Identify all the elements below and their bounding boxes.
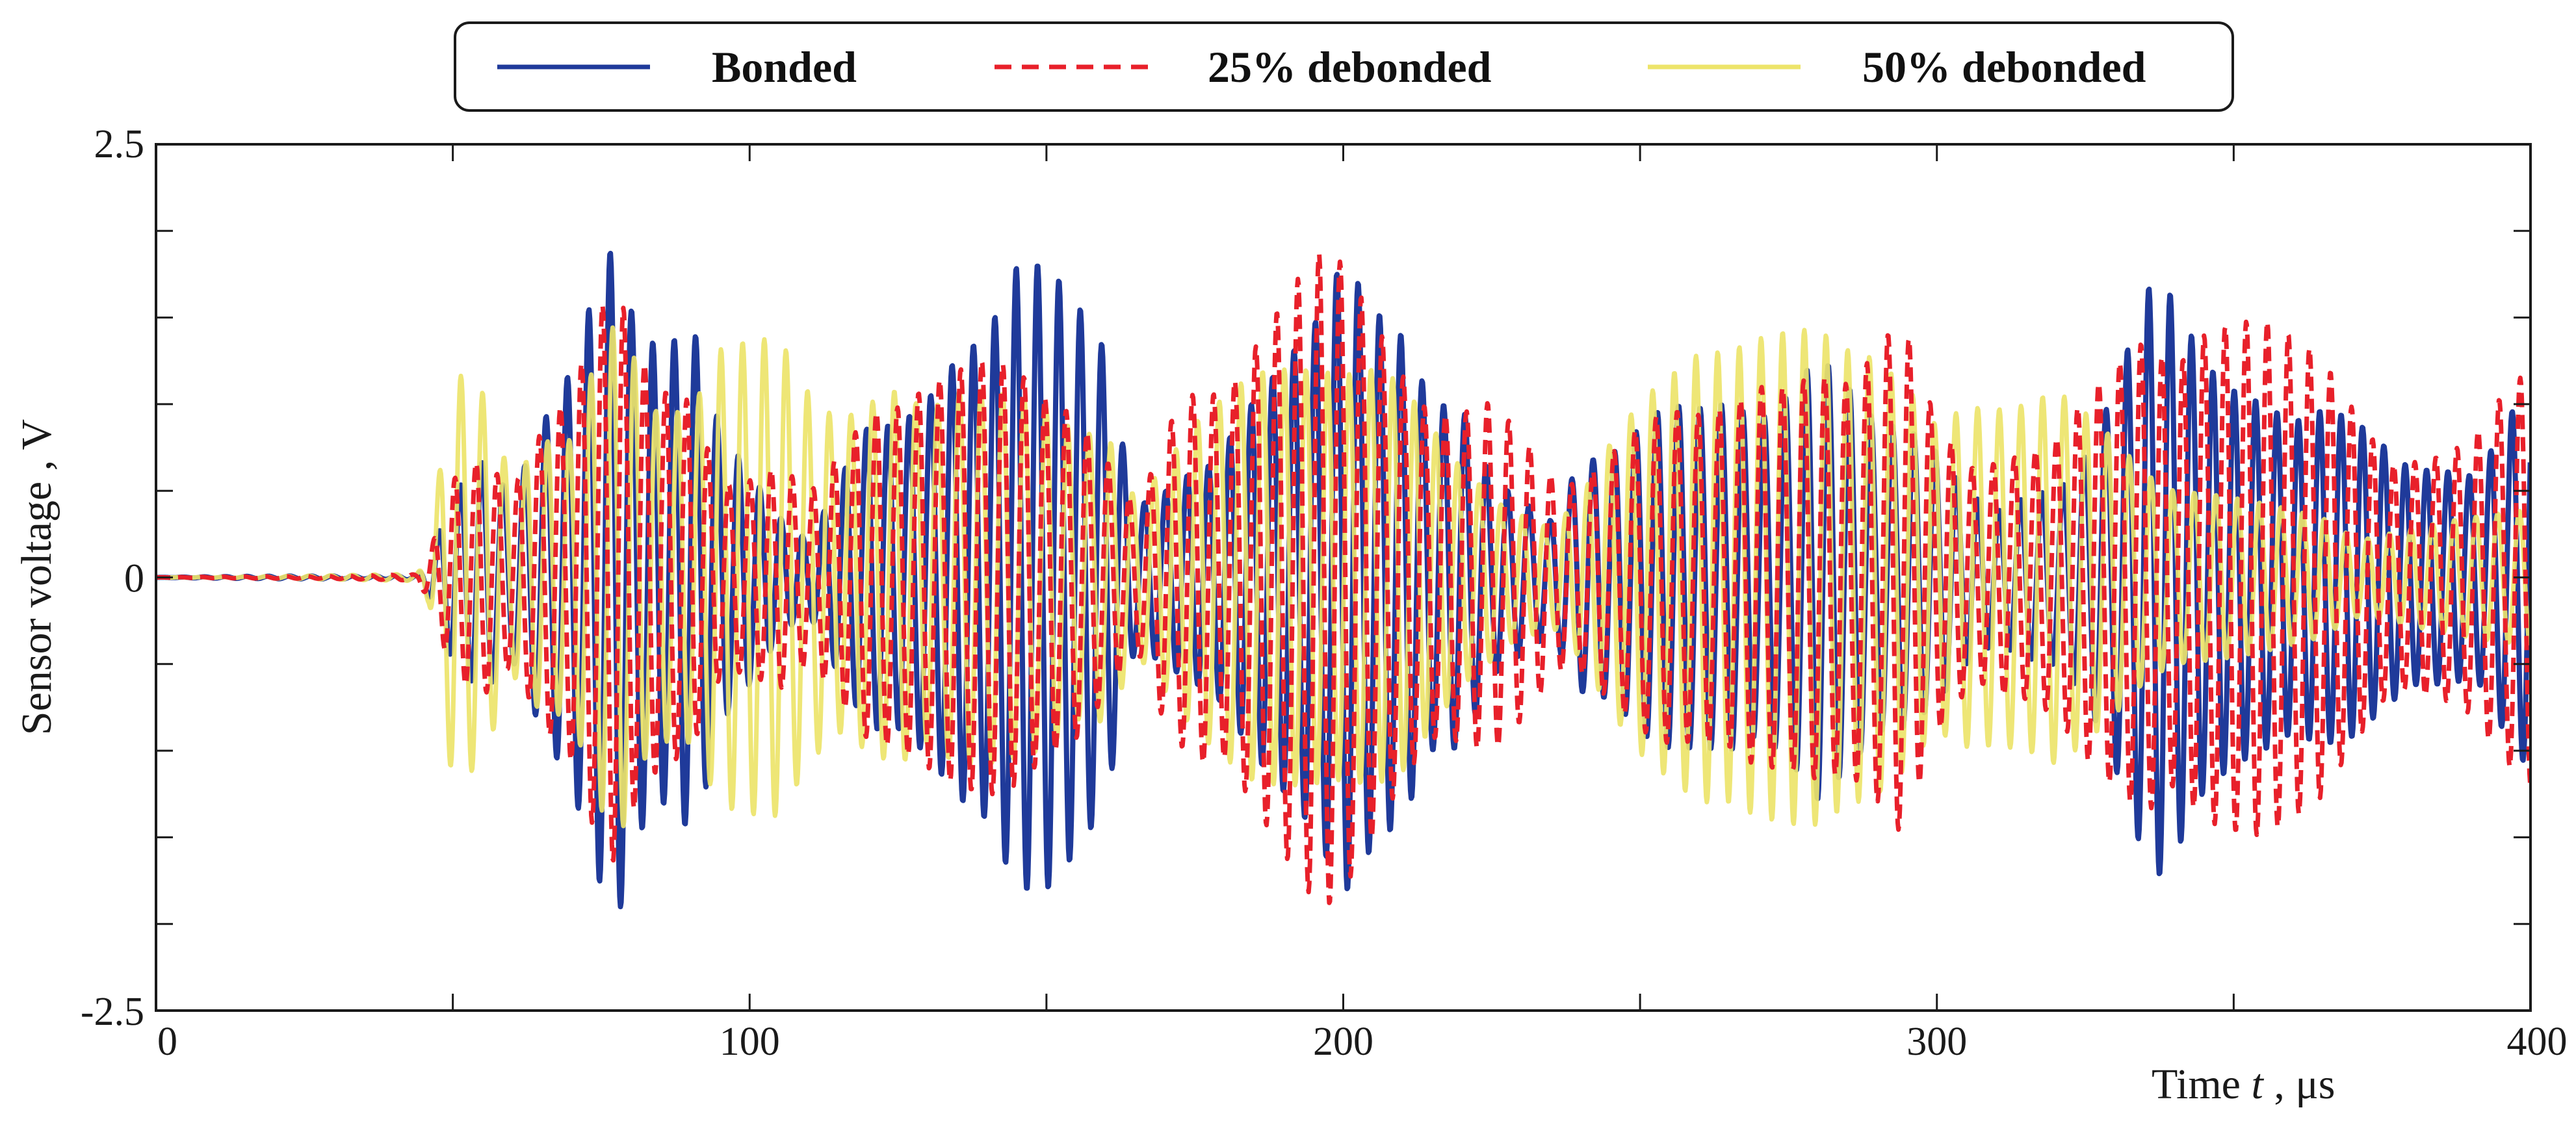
x-tick-label: 300 [1906, 1020, 1967, 1064]
legend-label-50-debonded: 50% debonded [1862, 42, 2146, 92]
x-tick-label: 0 [157, 1020, 177, 1064]
x-tick-label: 400 [2507, 1020, 2568, 1064]
series-line-25-debonded [156, 252, 2530, 905]
x-axis-label: Time t , μs [2152, 1061, 2335, 1108]
y-tick-label: 0 [124, 557, 144, 601]
y-tick-label: -2.5 [81, 990, 144, 1034]
y-tick-label: 2.5 [94, 122, 145, 166]
y-axis-label: Sensor voltage , V [13, 419, 60, 735]
legend-label-bonded: Bonded [712, 42, 857, 92]
x-axis-label-variable: t [2251, 1061, 2264, 1108]
legend: Bonded 25% debonded 50% debonded [454, 21, 2234, 112]
x-axis-label-unit: , μs [2263, 1061, 2335, 1108]
x-axis-label-prefix: Time [2152, 1061, 2251, 1108]
legend-box [454, 21, 2234, 112]
series-layer [156, 250, 2530, 910]
axis-ticks: 0 100 200 300 400 2.5 0 -2.5 [81, 122, 2568, 1064]
x-tick-label: 100 [720, 1020, 780, 1064]
legend-label-25-debonded: 25% debonded [1208, 42, 1492, 92]
x-tick-label: 200 [1313, 1020, 1373, 1064]
